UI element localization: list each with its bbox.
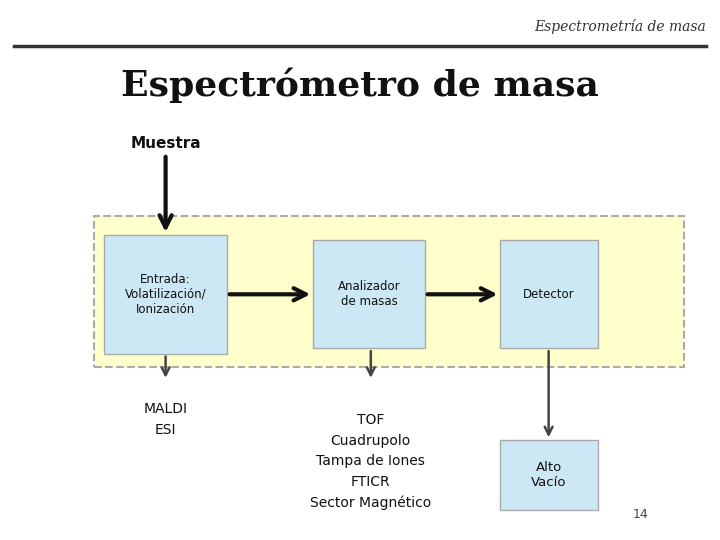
FancyBboxPatch shape <box>104 235 227 354</box>
FancyBboxPatch shape <box>500 240 598 348</box>
Text: Entrada:
Volatilización/
Ionización: Entrada: Volatilización/ Ionización <box>125 273 207 316</box>
FancyBboxPatch shape <box>313 240 425 348</box>
Text: 14: 14 <box>632 508 648 521</box>
Text: TOF
Cuadrupolo
Tampa de Iones
FTICR
Sector Magnético: TOF Cuadrupolo Tampa de Iones FTICR Sect… <box>310 413 431 510</box>
Text: Muestra: Muestra <box>130 136 201 151</box>
FancyBboxPatch shape <box>94 216 684 367</box>
Text: MALDI
ESI: MALDI ESI <box>143 402 188 437</box>
Text: Alto
Vacío: Alto Vacío <box>531 461 567 489</box>
Text: Espectrómetro de masa: Espectrómetro de masa <box>121 68 599 103</box>
Text: Detector: Detector <box>523 288 575 301</box>
Text: Espectrometría de masa: Espectrometría de masa <box>534 19 706 34</box>
Text: Analizador
de masas: Analizador de masas <box>338 280 400 308</box>
FancyBboxPatch shape <box>500 440 598 510</box>
